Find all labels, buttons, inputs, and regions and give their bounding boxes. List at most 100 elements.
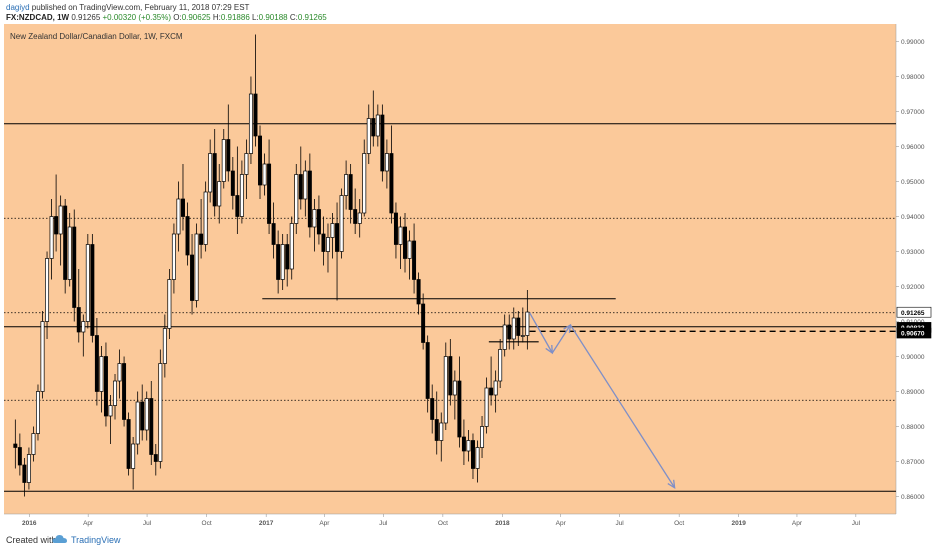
candle [113,374,117,420]
candle [430,384,435,434]
candle [307,153,312,238]
price-tick-label: 0.94000 [901,214,925,221]
price-ticks: 0.99000 0.98000 0.97000 0.96000 0.95000 0.940… [896,39,925,501]
candle-body-down [335,223,340,252]
candle [525,290,530,350]
candle [267,139,272,234]
price-tick-label: 0.96000 [901,144,925,151]
candle [507,314,512,350]
projection-arrows [529,312,676,490]
candle-body-down [403,226,407,259]
candle [212,129,217,217]
candle-body-down [149,398,154,455]
created-with-label: Created with [6,535,57,545]
candle [108,395,113,444]
candle-body-up [511,317,516,340]
candle [185,202,190,266]
candle-body-down [22,464,27,483]
tradingview-brand-link[interactable]: TradingView [71,535,121,545]
candle [217,164,222,224]
candle [380,104,385,182]
candle [520,307,525,343]
author-link[interactable]: dagiyd [6,3,30,12]
candle-body-up [171,233,176,280]
candle-body-down [126,419,131,469]
candle [298,146,303,210]
candle-body-down [389,153,394,214]
candle [40,311,45,399]
candle [17,433,22,476]
last-price: 0.91265 [71,13,101,22]
candle-body-up [203,191,208,245]
candle-body-up [217,181,222,207]
candle [58,195,63,266]
candle [45,251,50,339]
projection-segment [529,312,553,354]
candle-body-down [416,279,421,305]
candle [235,146,240,234]
time-tick-label: Oct [438,520,448,527]
candle [502,314,507,357]
candle [31,426,36,462]
price-tag-label: 0.91265 [901,310,925,317]
candle-body-down [185,216,190,256]
candle-body-down [212,153,217,207]
price-tick-label: 0.90000 [901,354,925,361]
time-tick-label: Apr [556,520,567,527]
candle [371,90,376,147]
candle [244,139,249,199]
candle-body-up [330,223,335,238]
candle [253,34,258,147]
candle [271,202,276,259]
candle [294,164,299,234]
candle-body-down [181,198,185,217]
projection-segment [551,324,571,354]
price-tick-label: 0.95000 [901,179,925,186]
candle-body-up [312,209,317,228]
candle-body-up [144,398,149,431]
candle [239,160,244,224]
candle [412,223,417,294]
candle [153,444,158,476]
candle [484,377,489,434]
candle [489,356,494,406]
candle [194,223,199,308]
time-axis[interactable] [4,514,896,530]
time-tick-label: 2016 [22,520,37,527]
candle [258,125,262,199]
candle [389,125,394,224]
price-axis[interactable] [896,24,932,514]
candle [103,342,108,427]
candle [144,391,149,441]
price-tick-label: 0.86000 [901,494,925,501]
candle-body-up [357,212,362,224]
candle [366,104,371,164]
candle-body-up [303,170,308,200]
price-chart[interactable]: New Zealand Dollar/Canadian Dollar, 1W, … [0,24,932,530]
candle [285,234,290,287]
chart-container[interactable]: New Zealand Dollar/Canadian Dollar, 1W, … [0,24,932,530]
candle-body-down [271,223,276,245]
candle [181,164,185,231]
time-tick-label: Jul [143,520,152,527]
candle [140,384,145,441]
candle-body-up [484,387,489,427]
close-label: C: [289,13,298,22]
candle [330,213,335,259]
footer: Created with TradingView [0,530,932,550]
time-tick-label: Oct [674,520,684,527]
price-tick-label: 0.87000 [901,459,925,466]
price-tick-label: 0.92000 [901,284,925,291]
candle-body-down [316,209,321,235]
candle-body-up [384,153,389,172]
open-value: 0.90625 [181,13,211,22]
candle-body-up [221,139,226,182]
candle-body-down [434,419,439,441]
candle [276,230,281,294]
candle-body-down [371,118,376,137]
candle [289,216,294,280]
candle-body-up [40,321,45,392]
candle [208,139,213,203]
candle-body-down [298,174,303,200]
candle-body-up [99,356,104,392]
